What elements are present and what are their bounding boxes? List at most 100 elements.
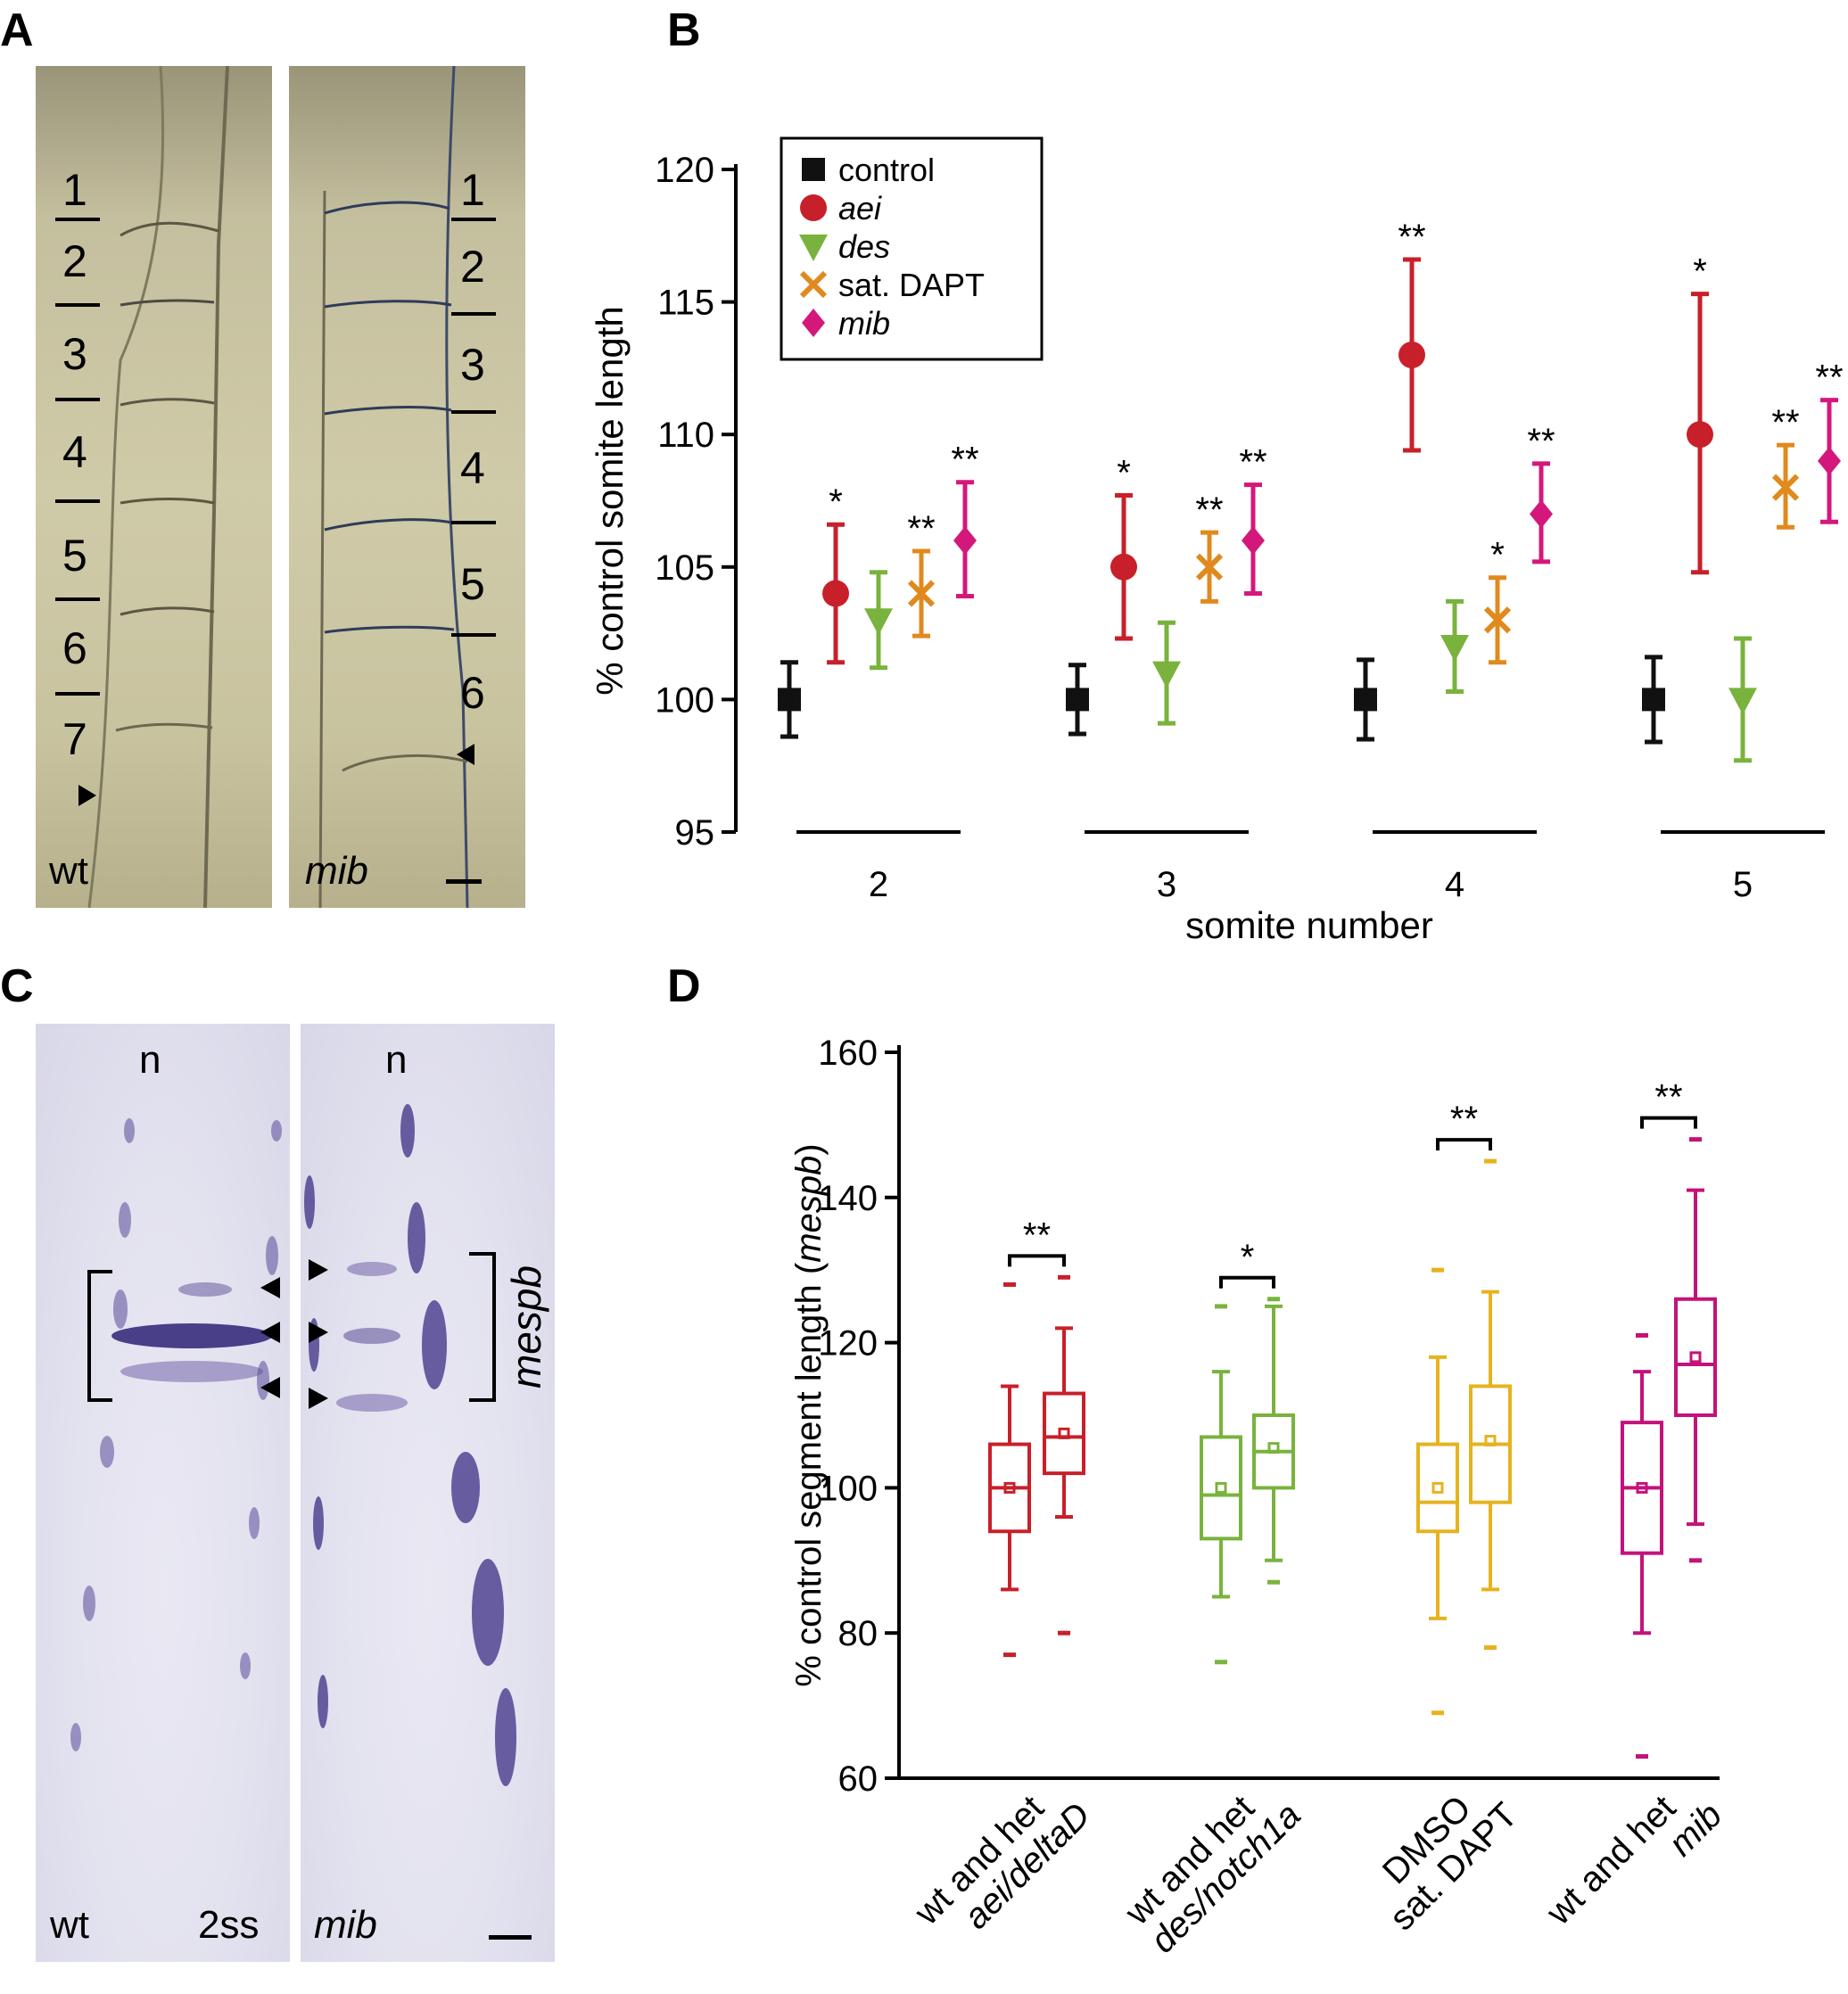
significance-bracket bbox=[1640, 1116, 1697, 1129]
mib-somite-boundary-tick bbox=[451, 218, 496, 221]
significance-bracket bbox=[1008, 1254, 1066, 1267]
wt-mespb-arrowhead-icon bbox=[260, 1322, 280, 1343]
wt-arrowhead-icon bbox=[78, 785, 96, 806]
mespb-stain-mib bbox=[304, 1104, 516, 1786]
box-group bbox=[1200, 1297, 1295, 1665]
data-point-mib bbox=[1242, 482, 1265, 597]
wt-somite-number: 5 bbox=[62, 531, 87, 581]
chart-d-segment-length: 60 80 100 120 140 160 % control segment length… bbox=[789, 1034, 1729, 1960]
significance-label: ** bbox=[1815, 358, 1843, 398]
legend-marker bbox=[800, 194, 827, 221]
y-tick-label: 100 bbox=[655, 680, 714, 720]
y-tick-label: 100 bbox=[818, 1469, 878, 1508]
significance-label: ** bbox=[1195, 490, 1223, 530]
box-plot bbox=[1469, 1158, 1512, 1650]
point-marker bbox=[953, 526, 977, 556]
box-plot bbox=[1252, 1297, 1295, 1585]
x-tick-label: 2 bbox=[869, 865, 888, 904]
y-tick-label: 140 bbox=[818, 1179, 878, 1218]
mib-somite-boundary-tick bbox=[451, 312, 496, 316]
mib-somite-number: 5 bbox=[460, 559, 485, 609]
mean-marker bbox=[1215, 1481, 1227, 1494]
mean-marker bbox=[1484, 1434, 1497, 1446]
significance-label: ** bbox=[1239, 443, 1266, 482]
significance-label: ** bbox=[1023, 1215, 1051, 1255]
box-group bbox=[988, 1274, 1085, 1658]
mib-mespb-arrowhead-icon bbox=[309, 1322, 328, 1343]
wt-somite-boundary-tick bbox=[55, 398, 100, 401]
significance-label: * bbox=[1490, 536, 1505, 575]
mean-marker bbox=[1003, 1481, 1016, 1494]
mib-somite-number: 4 bbox=[460, 443, 485, 493]
mean-marker bbox=[1058, 1427, 1070, 1439]
significance-label: ** bbox=[951, 441, 978, 480]
wt-somite-boundary-tick bbox=[55, 218, 100, 221]
wt-somite-number: 6 bbox=[62, 623, 87, 673]
photo-wt-mespb bbox=[36, 1024, 290, 1962]
mespb-gene-label: mespb bbox=[503, 1265, 549, 1389]
legend-marker bbox=[802, 158, 825, 181]
significance-label: ** bbox=[907, 509, 935, 548]
legend-marker bbox=[799, 270, 828, 299]
data-point-mib bbox=[953, 480, 977, 598]
data-point-control bbox=[778, 660, 801, 739]
mib-somite-number: 1 bbox=[460, 165, 485, 215]
mib-mespb-arrowhead-icon bbox=[309, 1259, 328, 1281]
y-tick-label: 105 bbox=[655, 548, 714, 588]
data-point-control bbox=[1642, 655, 1665, 745]
mean-marker bbox=[1431, 1481, 1444, 1494]
legend-entry: des bbox=[838, 228, 890, 265]
mean-marker bbox=[1636, 1481, 1648, 1494]
y-tick-label: 110 bbox=[657, 416, 714, 455]
data-point-des bbox=[1440, 598, 1469, 694]
mib-somite-boundary-tick bbox=[451, 521, 496, 524]
mean-marker bbox=[1689, 1351, 1702, 1364]
significance-label: * bbox=[1117, 454, 1131, 493]
point-marker bbox=[1483, 606, 1512, 634]
wt-somite-boundary-tick bbox=[55, 692, 100, 696]
wt-mespb-arrowhead-icon bbox=[260, 1377, 280, 1398]
point-marker bbox=[1728, 688, 1757, 715]
data-point-des bbox=[864, 570, 893, 671]
mib-mespb-bracket bbox=[469, 1252, 496, 1402]
scale-bar bbox=[446, 879, 482, 884]
data-point-aei bbox=[1398, 257, 1425, 453]
data-point-sat-dapt bbox=[907, 548, 936, 639]
point-marker bbox=[778, 688, 801, 712]
significance-bracket bbox=[1436, 1138, 1492, 1151]
chart-b-somite-length: 95 100 105 110 115 120 % control somite length… bbox=[589, 136, 1844, 946]
mib-arrowhead-icon bbox=[457, 744, 474, 765]
wt-somite-number: 1 bbox=[62, 165, 87, 215]
panel-letter-d: D bbox=[667, 960, 701, 1012]
point-marker bbox=[1066, 688, 1089, 712]
data-point-des bbox=[1152, 620, 1181, 726]
panel-letter-b: B bbox=[667, 4, 701, 56]
y-tick-label: 160 bbox=[818, 1034, 878, 1073]
point-marker bbox=[1440, 634, 1469, 662]
point-marker bbox=[1642, 688, 1665, 712]
wt-label-c: wt bbox=[50, 1903, 89, 1947]
y-tick-label: 80 bbox=[838, 1614, 879, 1653]
data-point-sat-dapt bbox=[1483, 575, 1512, 665]
box-plot bbox=[1043, 1274, 1085, 1636]
point-marker bbox=[1354, 688, 1377, 712]
y-axis-label: % control segment length (mespb) bbox=[789, 1143, 829, 1686]
mean-marker bbox=[1267, 1442, 1280, 1454]
mib-label: mib bbox=[305, 849, 368, 893]
box-plot bbox=[1621, 1332, 1663, 1759]
stage-label: 2ss bbox=[198, 1903, 260, 1947]
significance-label: * bbox=[1693, 252, 1707, 292]
y-tick-label: 115 bbox=[657, 284, 714, 323]
significance-label: ** bbox=[1398, 218, 1425, 257]
data-point-sat-dapt bbox=[1195, 530, 1224, 604]
box-plot bbox=[988, 1281, 1031, 1658]
data-point-aei bbox=[1110, 493, 1137, 641]
y-tick-label: 95 bbox=[675, 813, 715, 853]
wt-somite-number: 3 bbox=[62, 329, 87, 379]
y-tick-label: 120 bbox=[655, 151, 714, 190]
scale-bar-c bbox=[489, 1935, 532, 1940]
point-marker bbox=[822, 580, 849, 607]
mib-somite-boundary-tick bbox=[451, 633, 496, 637]
box-group bbox=[1621, 1137, 1717, 1759]
